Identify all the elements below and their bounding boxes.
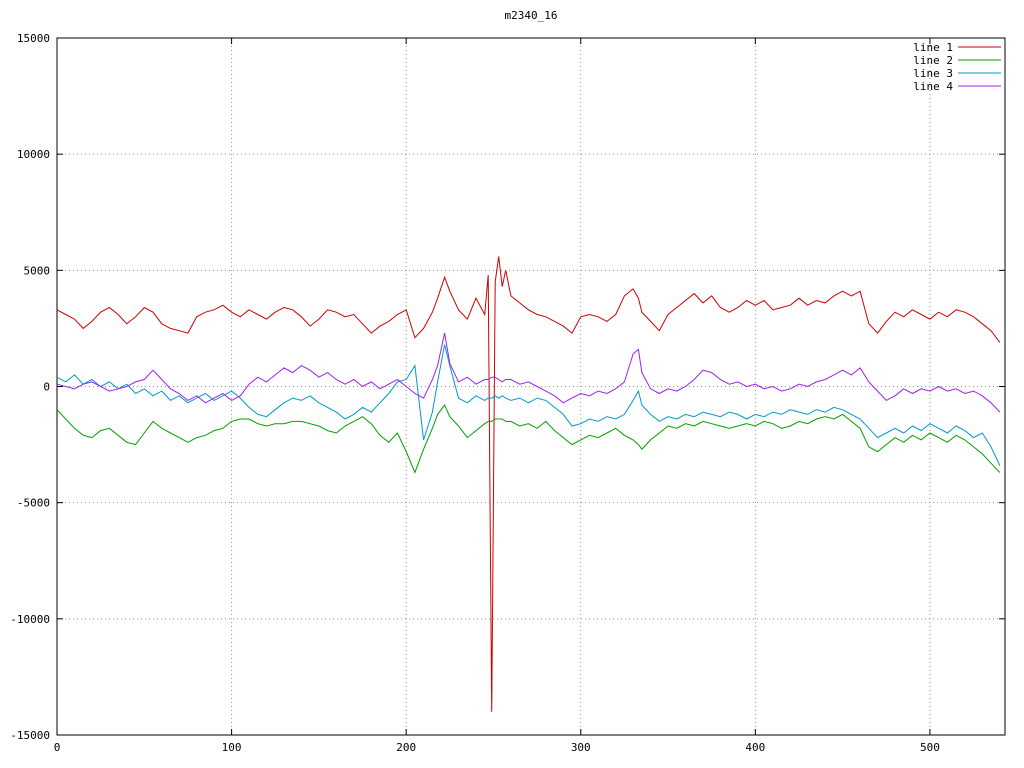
series-line-3 bbox=[56, 344, 1001, 466]
series-line-4 bbox=[56, 332, 1001, 413]
y-tick-label: 15000 bbox=[17, 32, 50, 45]
chart-title: m2340_16 bbox=[504, 9, 558, 22]
y-tick-label: -10000 bbox=[10, 613, 50, 626]
plot-border bbox=[56, 37, 1006, 736]
x-tick-label: 500 bbox=[920, 741, 940, 754]
x-tick-label: 200 bbox=[396, 741, 416, 754]
y-tick-label: 10000 bbox=[17, 148, 50, 161]
x-tick-label: 0 bbox=[54, 741, 61, 754]
y-tick-label: -5000 bbox=[17, 497, 50, 510]
y-tick-label: 0 bbox=[43, 381, 50, 394]
y-tick-label: -15000 bbox=[10, 729, 50, 742]
x-tick-label: 100 bbox=[222, 741, 242, 754]
legend-label: line 3 bbox=[913, 67, 953, 80]
x-tick-label: 300 bbox=[571, 741, 591, 754]
tick-labels: 0 100 200 300 400 500 -15000 -10000 -5000 0 5000 10… bbox=[10, 32, 940, 754]
x-tick-label: 400 bbox=[745, 741, 765, 754]
series-lines bbox=[56, 256, 1001, 712]
gridlines bbox=[56, 37, 1005, 736]
legend-label: line 4 bbox=[913, 80, 953, 93]
series-line-1 bbox=[56, 256, 1001, 712]
series-line-2 bbox=[56, 404, 1001, 474]
tick-marks bbox=[56, 37, 1005, 736]
legend-label: line 1 bbox=[913, 41, 953, 54]
y-tick-label: 5000 bbox=[24, 264, 51, 277]
legend-label: line 2 bbox=[913, 54, 953, 67]
